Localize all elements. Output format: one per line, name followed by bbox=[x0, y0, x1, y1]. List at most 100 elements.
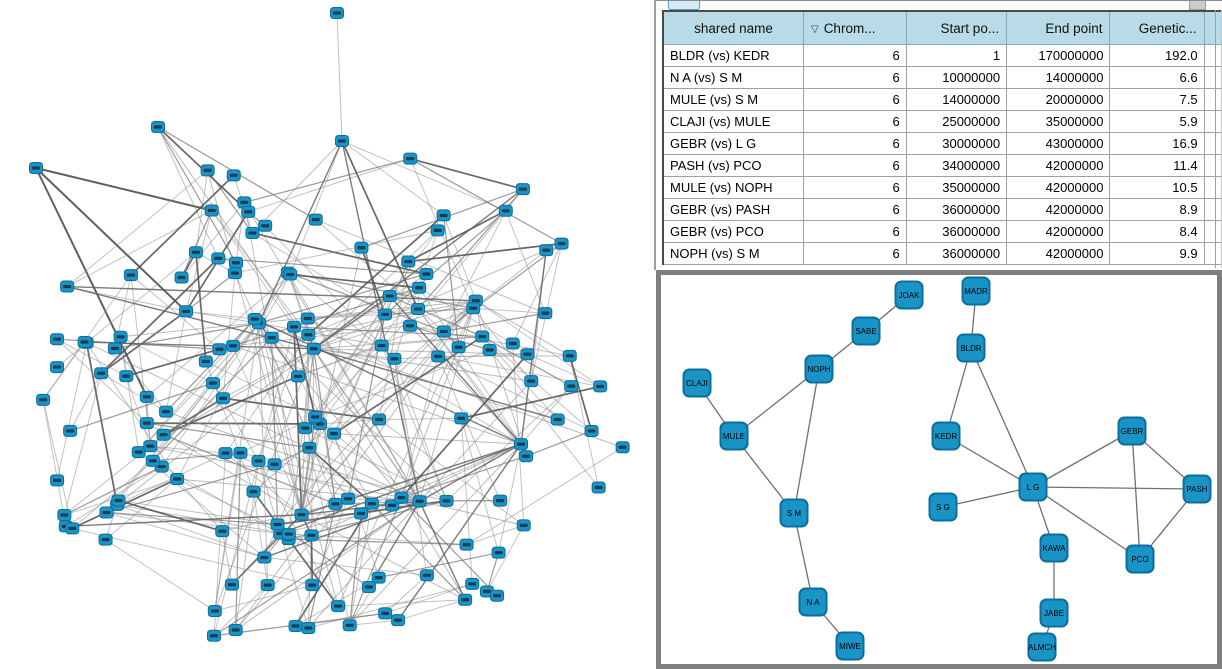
table-cell[interactable]: 1 bbox=[905, 44, 1008, 67]
network-edge[interactable] bbox=[945, 435, 1034, 488]
table-cell[interactable]: 6.6 bbox=[1109, 66, 1205, 89]
table-cell[interactable]: 10.5 bbox=[1109, 176, 1205, 199]
network-node[interactable] bbox=[170, 472, 185, 485]
network-node[interactable] bbox=[459, 538, 474, 551]
network-node[interactable] bbox=[301, 621, 316, 634]
table-cell[interactable]: 36000000 bbox=[905, 220, 1008, 243]
table-cell[interactable]: N A (vs) S M bbox=[662, 66, 804, 89]
table-cell[interactable]: 9.9 bbox=[1109, 242, 1205, 265]
network-node[interactable] bbox=[281, 528, 296, 541]
network-node[interactable] bbox=[227, 267, 242, 280]
network-node-pco[interactable]: PCO bbox=[1125, 544, 1155, 574]
network-node[interactable] bbox=[394, 491, 409, 504]
table-cell[interactable]: 8.4 bbox=[1109, 220, 1205, 243]
column-header-end-point[interactable]: End point bbox=[1006, 10, 1111, 45]
network-node-joak[interactable]: JOAK bbox=[894, 280, 924, 310]
network-node[interactable] bbox=[412, 281, 427, 294]
table-cell[interactable]: 42000000 bbox=[1006, 198, 1111, 221]
subnetwork-canvas[interactable]: JOAK SABE NOPH CLAJI MULE S M N A MIWE MADR BLDR K… bbox=[661, 275, 1217, 664]
network-node[interactable] bbox=[490, 589, 505, 602]
network-node[interactable] bbox=[439, 494, 454, 507]
table-row[interactable]: GEBR (vs) L G 6 30000000 43000000 16.9 bbox=[662, 132, 1222, 155]
network-node[interactable] bbox=[519, 450, 534, 463]
network-node[interactable] bbox=[374, 339, 389, 352]
table-cell[interactable]: 42000000 bbox=[1006, 242, 1111, 265]
table-cell[interactable]: GEBR (vs) PASH bbox=[662, 198, 804, 221]
table-cell[interactable]: 192.0 bbox=[1109, 44, 1205, 67]
network-node[interactable] bbox=[403, 319, 418, 332]
network-node[interactable] bbox=[304, 529, 319, 542]
table-cell[interactable]: CLAJI (vs) MULE bbox=[662, 110, 804, 133]
network-node[interactable] bbox=[288, 619, 303, 632]
network-node[interactable] bbox=[342, 619, 357, 632]
network-node[interactable] bbox=[308, 410, 323, 423]
network-node[interactable] bbox=[226, 169, 241, 182]
network-node[interactable] bbox=[216, 392, 231, 405]
network-node[interactable] bbox=[290, 370, 305, 383]
network-node[interactable] bbox=[198, 355, 213, 368]
table-cell[interactable]: GEBR (vs) L G bbox=[662, 132, 804, 155]
network-node[interactable] bbox=[200, 164, 215, 177]
network-node[interactable] bbox=[301, 328, 316, 341]
network-node[interactable] bbox=[593, 380, 608, 393]
network-node[interactable] bbox=[364, 497, 379, 510]
network-node[interactable] bbox=[564, 380, 579, 393]
table-cell[interactable]: 35000000 bbox=[905, 176, 1008, 199]
network-node[interactable] bbox=[139, 390, 154, 403]
network-node-claji[interactable]: CLAJI bbox=[682, 368, 712, 398]
table-cell[interactable]: 14000000 bbox=[1006, 66, 1111, 89]
table-cell[interactable]: 35000000 bbox=[1006, 110, 1111, 133]
table-cell[interactable]: 6 bbox=[802, 88, 907, 111]
table-cell[interactable]: 42000000 bbox=[1006, 176, 1111, 199]
network-node[interactable] bbox=[378, 607, 393, 620]
table-row[interactable]: CLAJI (vs) MULE 6 25000000 35000000 5.9 bbox=[662, 110, 1222, 133]
table-cell[interactable]: 36000000 bbox=[905, 198, 1008, 221]
network-node[interactable] bbox=[298, 422, 313, 435]
network-node[interactable] bbox=[419, 569, 434, 582]
network-node-l-g[interactable]: L G bbox=[1018, 472, 1048, 502]
network-edge[interactable] bbox=[793, 368, 820, 514]
network-node[interactable] bbox=[550, 413, 565, 426]
network-node[interactable] bbox=[233, 446, 248, 459]
network-node[interactable] bbox=[257, 551, 272, 564]
column-header-shared-name[interactable]: shared name bbox=[662, 10, 804, 45]
network-node-madr[interactable]: MADR bbox=[961, 276, 991, 306]
network-node[interactable] bbox=[493, 494, 508, 507]
network-node-s-m[interactable]: S M bbox=[779, 498, 809, 528]
network-node[interactable] bbox=[123, 269, 138, 282]
network-node[interactable] bbox=[286, 320, 301, 333]
network-node[interactable] bbox=[77, 336, 92, 349]
network-node[interactable] bbox=[241, 205, 256, 218]
main-network-canvas[interactable] bbox=[0, 0, 654, 669]
network-node[interactable] bbox=[451, 341, 466, 354]
network-node[interactable] bbox=[308, 213, 323, 226]
table-cell[interactable]: 11.4 bbox=[1109, 154, 1205, 177]
network-node[interactable] bbox=[554, 237, 569, 250]
network-node-pash[interactable]: PASH bbox=[1182, 474, 1212, 504]
network-node-kedr[interactable]: KEDR bbox=[931, 421, 961, 451]
network-node[interactable] bbox=[131, 446, 146, 459]
table-cell[interactable]: 30000000 bbox=[905, 132, 1008, 155]
table-cell[interactable]: 42000000 bbox=[1006, 220, 1111, 243]
network-node-noph[interactable]: NOPH bbox=[804, 354, 834, 384]
network-node[interactable] bbox=[330, 7, 344, 19]
network-node[interactable] bbox=[283, 268, 298, 281]
network-edge[interactable] bbox=[945, 347, 972, 437]
network-node[interactable] bbox=[60, 280, 75, 293]
network-node[interactable] bbox=[174, 271, 189, 284]
table-row[interactable]: MULE (vs) NOPH 6 35000000 42000000 10.5 bbox=[662, 176, 1222, 199]
network-node[interactable] bbox=[505, 337, 520, 350]
network-node[interactable] bbox=[361, 580, 376, 593]
table-row[interactable]: GEBR (vs) PASH 6 36000000 42000000 8.9 bbox=[662, 198, 1222, 221]
network-node[interactable] bbox=[431, 350, 446, 363]
network-node[interactable] bbox=[188, 246, 203, 259]
table-row[interactable]: BLDR (vs) KEDR 6 1 170000000 192.0 bbox=[662, 44, 1222, 67]
network-node[interactable] bbox=[204, 204, 219, 217]
network-node[interactable] bbox=[145, 454, 160, 467]
table-cell[interactable]: PASH (vs) PCO bbox=[662, 154, 804, 177]
network-node[interactable] bbox=[206, 629, 221, 642]
table-row[interactable]: GEBR (vs) PCO 6 36000000 42000000 8.4 bbox=[662, 220, 1222, 243]
network-node[interactable] bbox=[270, 518, 285, 531]
network-node[interactable] bbox=[258, 219, 273, 232]
network-edge[interactable] bbox=[1032, 486, 1141, 560]
